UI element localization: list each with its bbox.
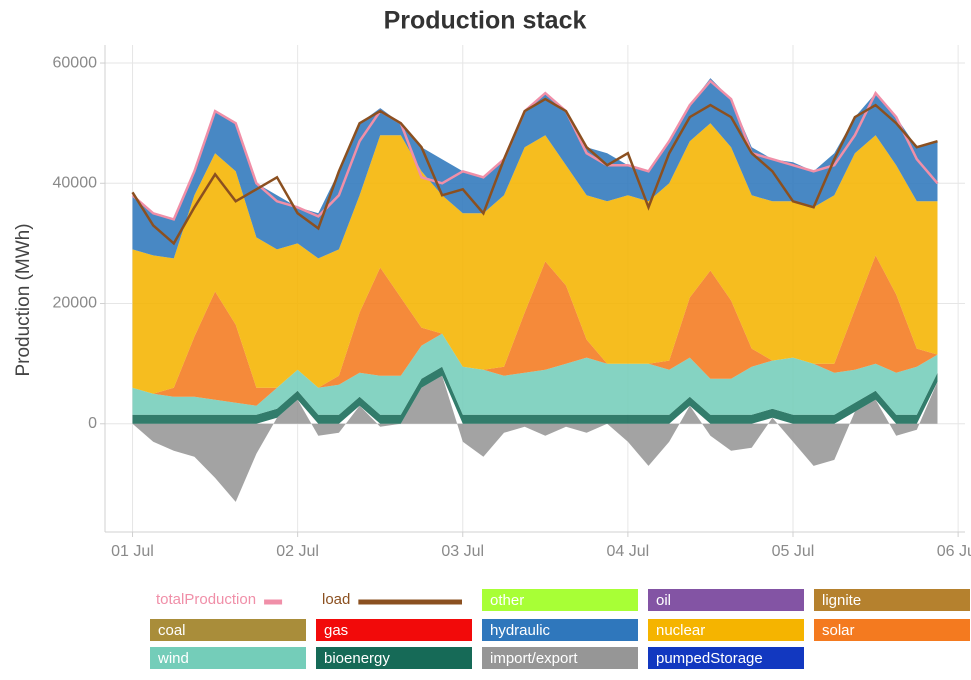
legend-label: wind (157, 650, 189, 667)
legend: totalProduction load other oil lignite coal ga… (150, 589, 970, 669)
legend-swatch (648, 647, 804, 669)
area (132, 78, 938, 259)
x-tick-label: 05 Jul (772, 543, 815, 560)
x-tick-label: 04 Jul (607, 543, 650, 560)
x-tick-label: 06 Jul (937, 543, 971, 560)
area (132, 255, 938, 406)
legend-swatch (482, 619, 638, 641)
legend-label: gas (324, 622, 348, 639)
line (131, 97, 938, 246)
legend-swatch (482, 647, 638, 669)
legend-swatch (814, 589, 970, 611)
legend-swatch (648, 619, 804, 641)
legend-swatch (648, 589, 804, 611)
legend-label: pumpedStorage (656, 650, 763, 667)
area (132, 366, 938, 424)
legend-swatch (316, 619, 472, 641)
line (131, 79, 939, 221)
legend-label: hydraulic (490, 622, 551, 639)
legend-swatch (316, 647, 472, 669)
area (132, 333, 938, 415)
legend-label: totalProduction (156, 591, 256, 608)
legend-label: coal (158, 622, 186, 639)
legend-label: import/export (490, 650, 578, 667)
y-tick-label: 60000 (53, 54, 98, 71)
legend-swatch (482, 589, 638, 611)
legend-label: lignite (822, 592, 861, 609)
axes: 0 20000 40000 60000 01 Jul 02 Jul 03 Jul 04 Jul… (53, 45, 971, 560)
y-tick-label: 40000 (53, 175, 98, 192)
y-tick-label: 20000 (53, 295, 98, 312)
x-tick-label: 02 Jul (276, 543, 319, 560)
legend-label: load (322, 591, 350, 608)
legend-swatch (814, 619, 970, 641)
legend-label: oil (656, 592, 671, 609)
legend-label: nuclear (656, 622, 705, 639)
y-tick-label: 0 (88, 415, 97, 432)
chart-title: Production stack (384, 7, 587, 35)
x-tick-label: 03 Jul (441, 543, 484, 560)
y-axis-label: Production (MWh) (13, 223, 34, 376)
legend-label: solar (822, 622, 855, 639)
legend-swatch (150, 647, 306, 669)
legend-swatch (150, 619, 306, 641)
x-tick-label: 01 Jul (111, 543, 154, 560)
area (132, 123, 938, 394)
legend-label: bioenergy (324, 650, 390, 667)
areas (132, 78, 938, 502)
lines (131, 79, 939, 246)
legend-label: other (490, 592, 524, 609)
